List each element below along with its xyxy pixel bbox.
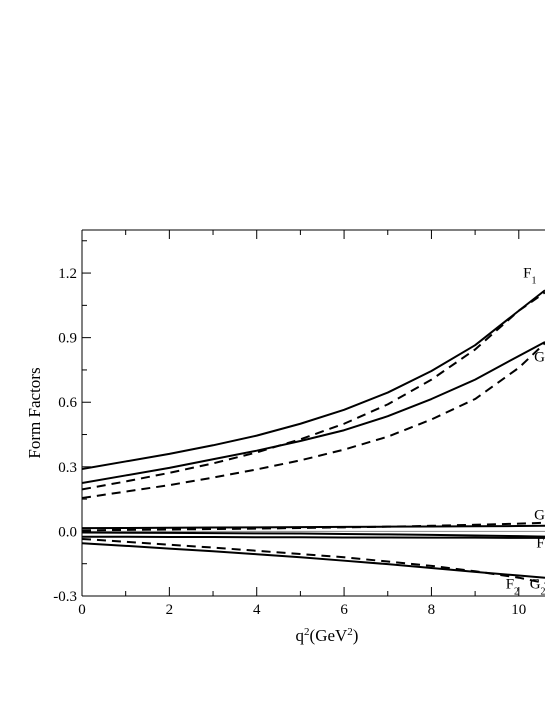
series-line-6 <box>82 521 545 532</box>
ticks-layer <box>81 230 520 597</box>
curve-annotation: G2 <box>530 576 545 597</box>
curve-annotation: F1 <box>523 265 536 286</box>
curve-annotation-letter: F <box>523 265 531 281</box>
curve-annotation-subscript: 1 <box>532 275 537 286</box>
x-axis-label-unit: (GeV <box>310 626 348 645</box>
curve-annotation-letter: F <box>536 536 544 552</box>
x-tick-label: 8 <box>428 602 436 618</box>
x-axis-label-close: ) <box>353 626 359 645</box>
series-line-9 <box>82 537 545 585</box>
tick-labels-layer: 0 2 4 6 8 10 -0.3 0.0 0.3 0.6 0.9 1.2 <box>53 266 526 618</box>
series-line-7 <box>82 531 545 538</box>
x-axis-label-unit-sup: 2 <box>347 626 353 638</box>
curve-annotation-subscript: 2 <box>514 586 519 597</box>
y-tick-label: -0.3 <box>53 589 77 605</box>
x-tick-label: 10 <box>511 602 526 618</box>
y-tick-label: 1.2 <box>58 266 77 282</box>
series-line-4 <box>82 342 545 500</box>
series-layer <box>82 289 545 585</box>
series-line-3 <box>82 341 545 484</box>
curve-annotation: F2 <box>506 576 519 597</box>
y-tick-label: 0.9 <box>58 331 77 347</box>
x-tick-label: 0 <box>78 602 86 618</box>
x-tick-label: 2 <box>166 602 174 618</box>
series-line-10 <box>82 542 545 579</box>
x-tick-label: 4 <box>253 602 261 618</box>
y-tick-label: 0.6 <box>58 395 77 411</box>
y-tick-label: 0.0 <box>58 524 77 540</box>
curve-annotation-letter: G <box>530 576 541 592</box>
curve-annotation-letter: F <box>506 576 514 592</box>
y-tick-label: 0.3 <box>58 460 77 476</box>
curve-annotation-subscript: 2 <box>541 586 545 597</box>
curve-annotation: G <box>534 349 545 365</box>
series-line-2 <box>82 291 545 491</box>
y-axis-label: Form Factors <box>25 367 44 458</box>
x-tick-label: 6 <box>340 602 348 618</box>
curve-annotation-letter: G <box>534 349 545 365</box>
x-axis-label-q: q <box>296 626 305 645</box>
series-line-8 <box>82 535 545 539</box>
curve-annotation: F3 <box>536 536 545 557</box>
series-line-1 <box>82 289 545 470</box>
annotations-layer: F1GG3F3F2G2 <box>506 265 545 597</box>
curve-annotation-letter: G <box>534 508 545 524</box>
x-axis-label: q2(GeV2) <box>296 626 359 645</box>
x-axis-label-sup: 2 <box>304 626 310 638</box>
